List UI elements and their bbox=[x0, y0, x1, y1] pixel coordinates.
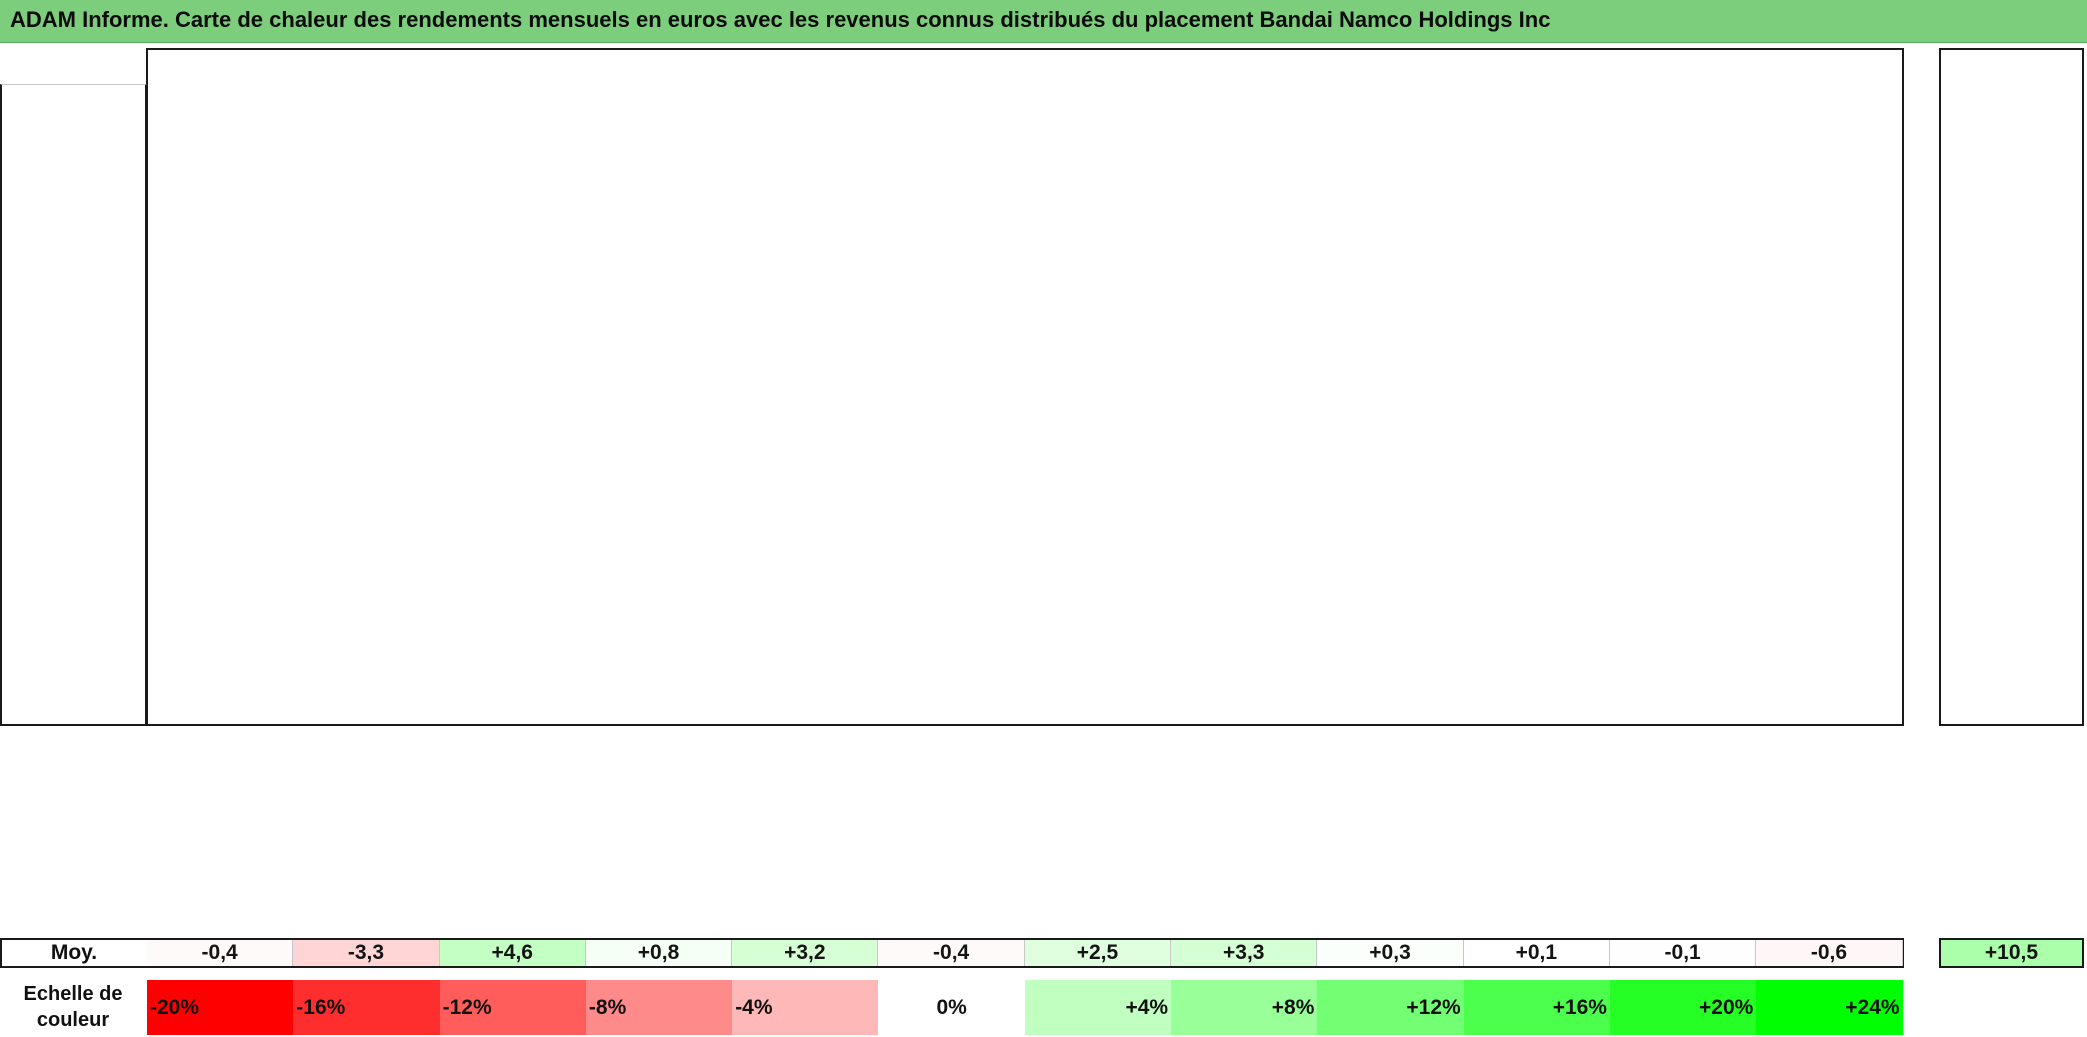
scale-swatch: +24% bbox=[1756, 980, 1903, 1035]
scale-swatch: -12% bbox=[439, 980, 586, 1035]
chart-title: ADAM Informe. Carte de chaleur des rende… bbox=[10, 7, 1551, 32]
scale-swatch: +12% bbox=[1317, 980, 1464, 1035]
scale-swatch: -20% bbox=[147, 980, 294, 1035]
average-annual-cell: +10,5 bbox=[1941, 940, 2082, 966]
average-cell: +3,3 bbox=[1171, 940, 1318, 966]
year-panel bbox=[0, 84, 147, 726]
scale-swatch: -4% bbox=[732, 980, 879, 1035]
average-cell: -0,4 bbox=[878, 940, 1025, 966]
average-cell: +2,5 bbox=[1024, 940, 1172, 966]
average-cell: -3,3 bbox=[293, 940, 440, 966]
annual-panel bbox=[1939, 48, 2084, 726]
months-panel bbox=[146, 48, 1904, 726]
average-cell: +4,6 bbox=[439, 940, 586, 966]
scale-label: Echelle de couleur bbox=[23, 983, 123, 1031]
title-bar: ADAM Informe. Carte de chaleur des rende… bbox=[0, 0, 2087, 43]
average-cell: +0,8 bbox=[585, 940, 733, 966]
average-cell: -0,1 bbox=[1610, 940, 1757, 966]
average-cell: -0,4 bbox=[147, 940, 294, 966]
scale-swatch: +8% bbox=[1171, 980, 1318, 1035]
average-cell: -0,6 bbox=[1756, 940, 1903, 966]
scale-swatch: +20% bbox=[1610, 980, 1757, 1035]
average-cell: +3,2 bbox=[732, 940, 879, 966]
scale-swatch: -16% bbox=[293, 980, 440, 1035]
scale-swatch: 0% bbox=[878, 980, 1025, 1035]
scale-swatch: -8% bbox=[585, 980, 733, 1035]
average-cell: +0,1 bbox=[1463, 940, 1610, 966]
average-cell: +0,3 bbox=[1317, 940, 1464, 966]
average-label: Moy. bbox=[50, 941, 98, 964]
scale-swatch: +4% bbox=[1024, 980, 1172, 1035]
scale-swatch: +16% bbox=[1463, 980, 1610, 1035]
